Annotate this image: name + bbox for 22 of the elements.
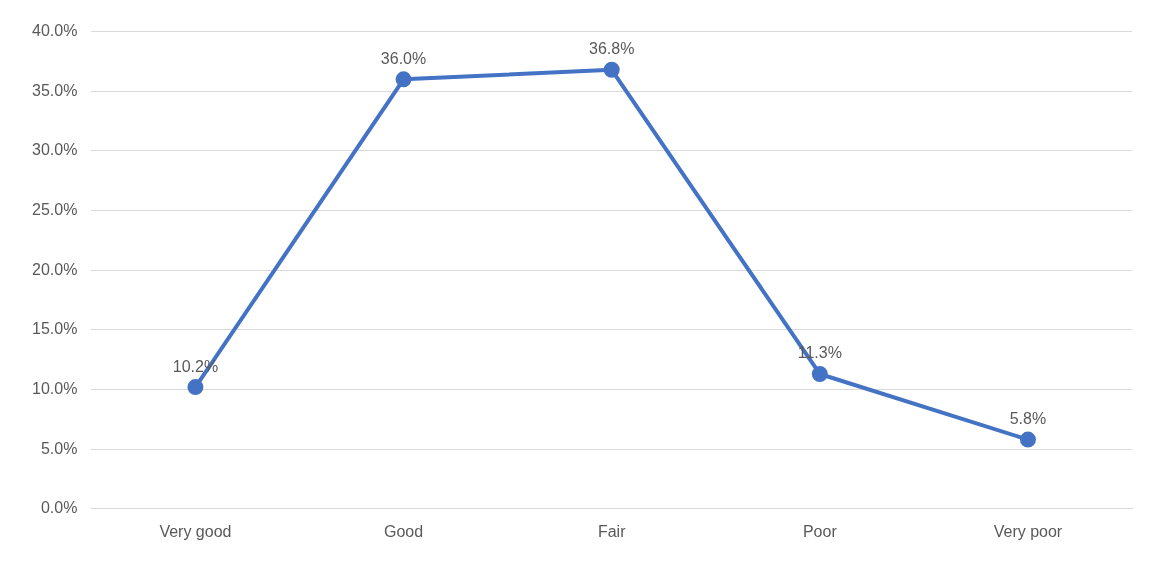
x-tick-label: Good — [383, 522, 424, 540]
y-tick-label: 10.0% — [31, 379, 78, 397]
point — [187, 379, 204, 396]
point — [603, 61, 620, 78]
y-tick-label: 20.0% — [31, 260, 78, 278]
y-tick-label: 30.0% — [31, 141, 78, 159]
data-label: 36.8% — [589, 40, 635, 58]
y-tick-label: 25.0% — [31, 200, 78, 218]
x-tick-label: Very good — [159, 522, 232, 540]
x-tick-label: Fair — [597, 522, 627, 540]
y-tick-label: 40.0% — [31, 22, 78, 40]
data-label: 5.8% — [1009, 410, 1047, 428]
data-label: 36.0% — [380, 49, 427, 67]
x-tick-label: Poor — [802, 522, 838, 540]
y-tick-label: 15.0% — [31, 320, 78, 338]
x-tick-label: Very poor — [993, 522, 1063, 540]
y-tick-label: 0.0% — [40, 499, 78, 517]
point — [1019, 431, 1036, 448]
point — [395, 71, 412, 88]
y-tick-label: 5.0% — [40, 439, 78, 457]
y-tick-label: 35.0% — [31, 81, 78, 99]
point — [811, 365, 828, 382]
